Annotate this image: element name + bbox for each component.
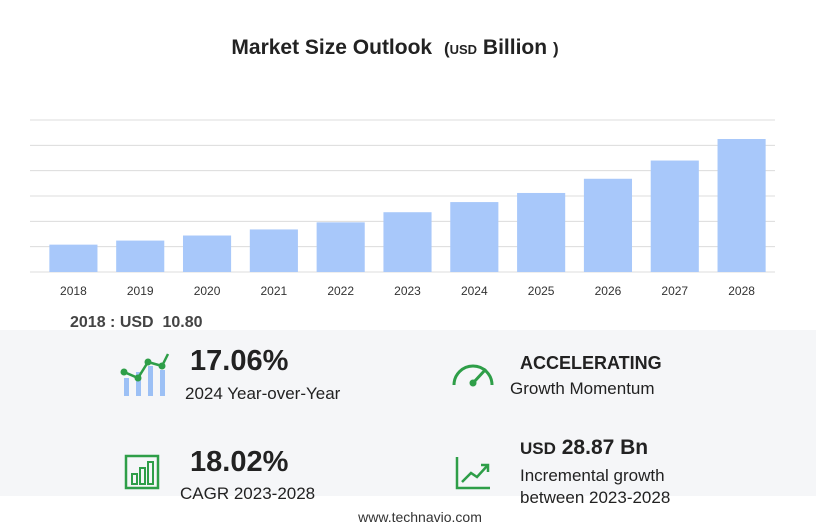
base-label: 2018 : USD — [70, 314, 154, 331]
unit-open: ( — [443, 39, 450, 58]
bar — [717, 139, 766, 272]
stats-panel — [0, 330, 816, 496]
stat-value: 18.02% — [190, 446, 289, 478]
stat-value: ACCELERATING — [520, 353, 662, 373]
stat-caption: between 2023-2028 — [520, 488, 671, 507]
bar — [316, 222, 365, 272]
x-tick-label: 2019 — [127, 284, 154, 298]
bar — [450, 202, 499, 272]
stat-value: 28.87 Bn — [561, 436, 649, 459]
x-tick-label: 2018 — [60, 284, 87, 298]
bar — [49, 244, 98, 272]
x-tick-label: 2020 — [194, 284, 221, 298]
bar — [383, 212, 432, 272]
bar — [650, 160, 699, 272]
base-row: 2018 : USD 10.80 — [70, 314, 203, 332]
stat-currency: USD — [520, 439, 556, 458]
stat-caption: Growth Momentum — [510, 379, 655, 398]
chart-title: Market Size Outlook — [231, 36, 433, 59]
stat-value-row: USD 28.87 Bn — [520, 436, 648, 460]
bar — [116, 240, 165, 272]
x-tick-label: 2023 — [394, 284, 421, 298]
incremental-icon — [455, 457, 490, 490]
cagr-icon — [124, 454, 160, 490]
stat-value: 17.06% — [190, 345, 289, 377]
x-tick-label: 2022 — [327, 284, 354, 298]
momentum-icon — [452, 364, 494, 387]
chart: 2018 2019 2020 2021 2022 2023 2024 2025 2026 2027… — [30, 119, 775, 298]
footer: www.technavio.com — [358, 509, 482, 525]
x-tick-label: 2021 — [261, 284, 288, 298]
x-tick-label: 2026 — [595, 284, 622, 298]
bar — [583, 178, 633, 272]
stat-caption: Incremental growth — [520, 466, 665, 485]
base-value: 10.80 — [162, 314, 203, 331]
yoy-icon — [120, 353, 170, 396]
title-row: Market Size Outlook (USD Billion ) — [0, 36, 790, 60]
bar — [182, 235, 232, 272]
unit-name: Billion — [482, 36, 548, 59]
x-tick-label: 2028 — [728, 284, 755, 298]
x-tick-label: 2025 — [528, 284, 555, 298]
unit-currency: USD — [449, 42, 478, 57]
stat-caption: 2024 Year-over-Year — [185, 384, 341, 403]
bar — [249, 229, 298, 272]
stat-caption: CAGR 2023-2028 — [180, 484, 316, 503]
x-tick-label: 2027 — [661, 284, 688, 298]
x-tick-label: 2024 — [461, 284, 488, 298]
unit-close: ) — [552, 39, 559, 58]
bar — [517, 192, 566, 272]
